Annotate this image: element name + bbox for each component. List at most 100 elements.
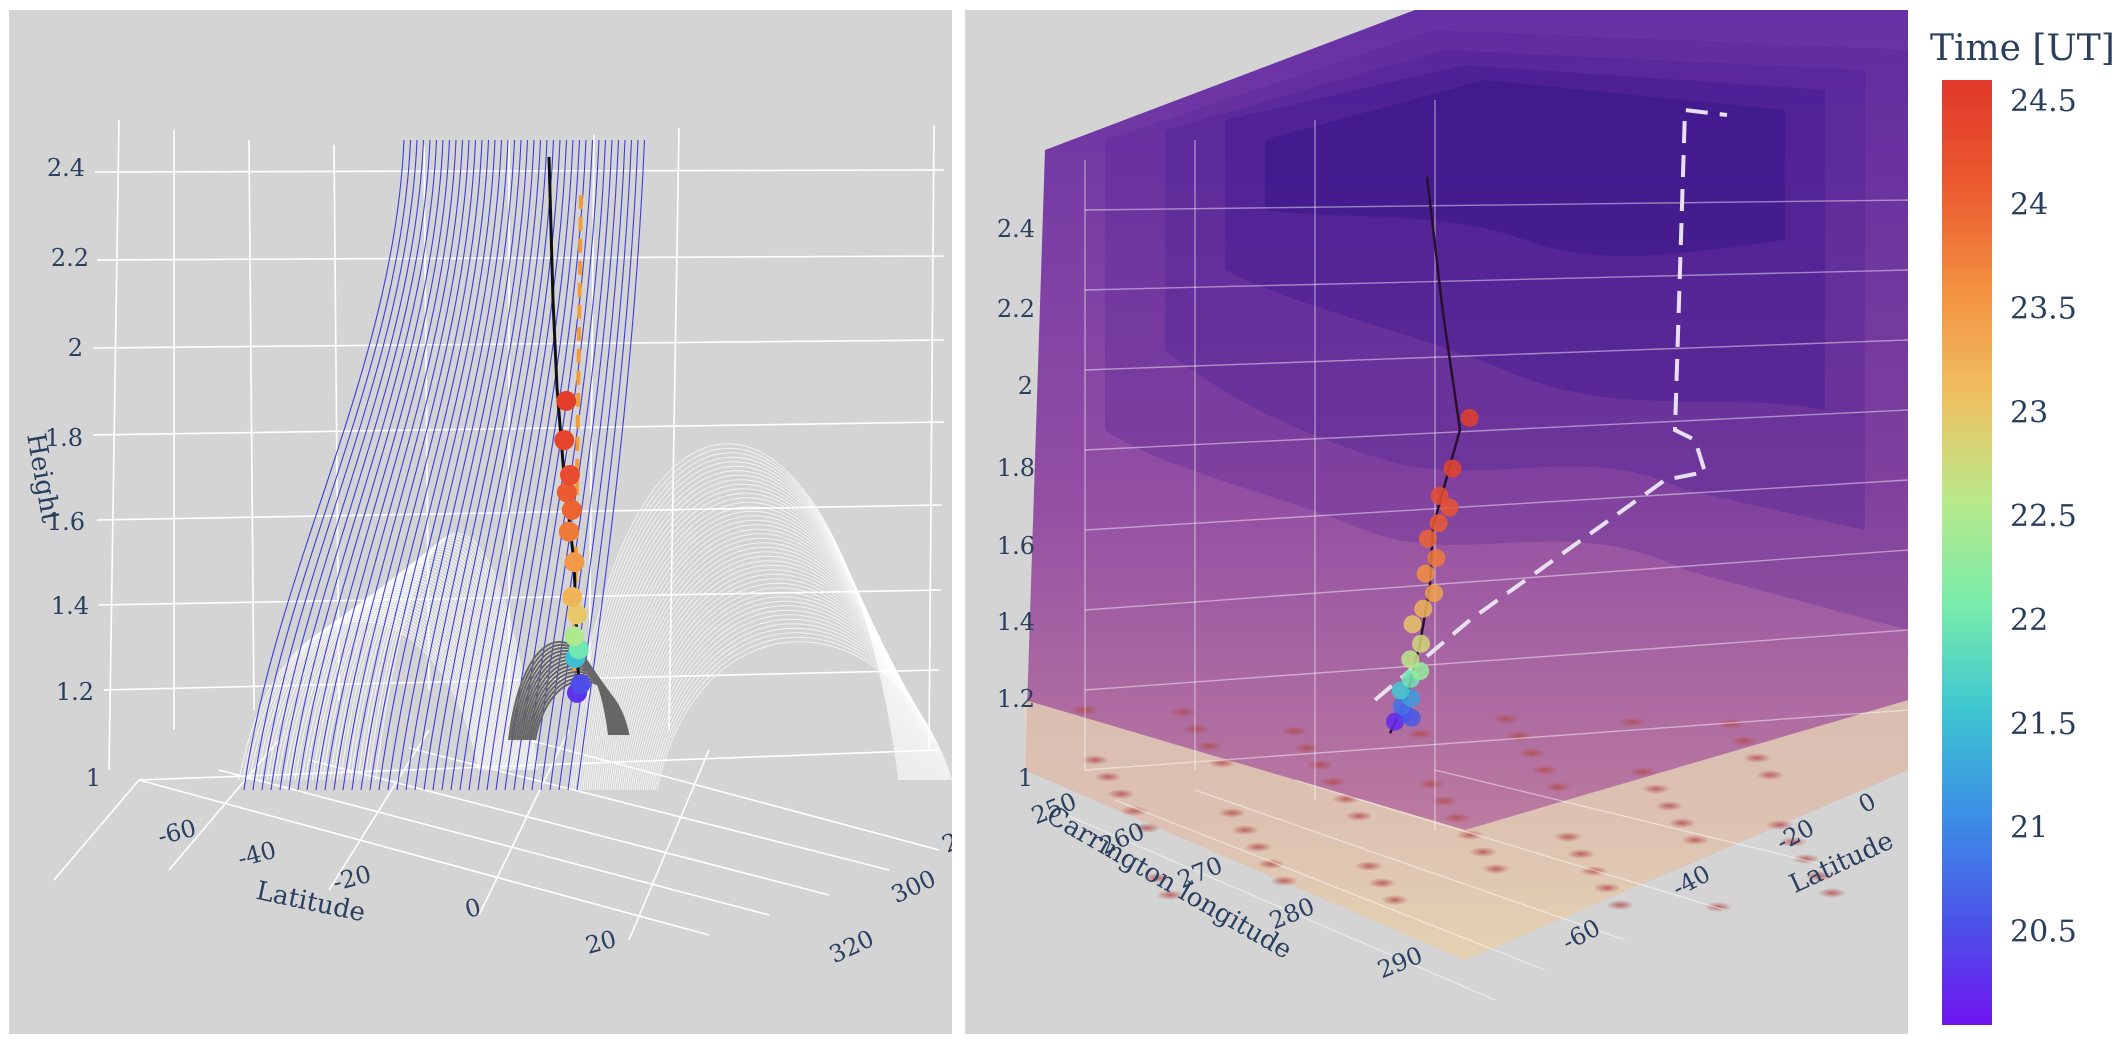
grid-line (328, 729, 430, 891)
open-field-line (459, 139, 561, 791)
open-field-line (342, 139, 477, 791)
z-tick-2: 2 (68, 334, 83, 362)
surface-spot (1231, 825, 1259, 835)
time-point (1460, 408, 1479, 427)
closed-loop (340, 555, 523, 781)
surface-spot (1704, 902, 1732, 912)
time-point (564, 626, 585, 647)
surface-spot (1120, 806, 1148, 816)
surface-spot (1544, 782, 1572, 792)
surface-spot (1792, 854, 1820, 864)
surface-spot (1169, 707, 1197, 717)
colorbar-tick-21: 21 (2010, 811, 2048, 846)
grid-line (528, 739, 940, 851)
volume-layer (1225, 65, 1825, 410)
colorbar-tick-24.5: 24.5 (2010, 84, 2077, 119)
surface-spot (1280, 726, 1308, 736)
surface-spot (1456, 830, 1484, 840)
surface-spot (1593, 883, 1621, 893)
lon-tick-300: 300 (887, 864, 940, 909)
surface-spot (1244, 842, 1272, 852)
surface-spot (1554, 832, 1582, 842)
grid-line (248, 139, 255, 711)
fit-line-dashed (572, 191, 583, 693)
grid-line (1084, 549, 1908, 611)
surface-spot (1071, 705, 1099, 715)
surface-spot (1766, 820, 1794, 830)
surface-spot (1270, 876, 1298, 886)
open-field-line (324, 139, 464, 791)
time-points (554, 390, 591, 703)
time-point (561, 499, 582, 520)
time-point (554, 430, 575, 451)
right-height-ticks: 1 1.2 1.4 1.6 1.8 2 2.2 2.4 (997, 215, 1035, 792)
lat-tick-20: 20 (583, 925, 620, 960)
open-field-line (315, 139, 457, 791)
surface-spot (1482, 864, 1510, 874)
colorbar-tick-24: 24 (2010, 188, 2048, 223)
grid-line (98, 589, 942, 606)
surface-spot (1443, 813, 1471, 823)
closed-loop (242, 618, 481, 781)
rz-tick-1.6: 1.6 (997, 532, 1035, 560)
left-latitude-ticks: -60 -40 -20 0 20 (155, 814, 620, 960)
surface-spot (1133, 823, 1161, 833)
rz-tick-1.2: 1.2 (997, 685, 1035, 713)
open-field-line (576, 139, 646, 791)
time-point (558, 521, 579, 542)
closed-loop (287, 589, 501, 781)
surface-spot (1081, 755, 1109, 765)
right-3d-scene[interactable]: 1 1.2 1.4 1.6 1.8 2 2.2 2.4 250 260 270 … (965, 10, 1908, 1034)
open-field-line (405, 139, 522, 791)
surface-spot (1195, 741, 1223, 751)
surface-spot (1655, 801, 1683, 811)
grid-line (138, 779, 710, 936)
surface-spot (1218, 808, 1246, 818)
left-3d-scene[interactable]: 1 1.2 1.4 1.6 1.8 2 2.2 2.4 Height -60 -… (9, 10, 952, 1034)
colorbar-tick-23.5: 23.5 (2010, 291, 2077, 326)
grid-line (668, 127, 680, 731)
colorbar-tick-21.5: 21.5 (2010, 707, 2077, 742)
rz-tick-2.2: 2.2 (997, 295, 1035, 323)
surface-spot (1567, 849, 1595, 859)
surface-spot (1094, 772, 1122, 782)
lon-tick-partial: 2 (938, 827, 952, 859)
colorbar-gradient (1942, 80, 1992, 1025)
surface-spot (1345, 811, 1373, 821)
colorbar-ticks: 24.5 24 23.5 23 22.5 22 21.5 21 20.5 (2010, 84, 2077, 950)
time-point (560, 465, 580, 485)
closed-loop (249, 614, 484, 781)
colorbar-tick-22.5: 22.5 (2010, 499, 2077, 534)
colorbar-tick-23: 23 (2010, 395, 2048, 430)
grid-line (168, 739, 280, 871)
grid-line (1054, 809, 1496, 1001)
closed-loop (343, 553, 525, 781)
z-tick-1.6: 1.6 (47, 508, 85, 536)
open-field-line (450, 139, 555, 791)
z-tick-1.8: 1.8 (45, 424, 83, 452)
volume-layer (1105, 30, 1908, 630)
surface-spot (1430, 796, 1458, 806)
grid-line (92, 339, 945, 349)
open-field-line (261, 139, 418, 791)
volume-layer (1165, 50, 1865, 530)
surface-spot (1818, 888, 1846, 898)
time-points-right (1386, 408, 1479, 731)
grid-line (628, 749, 710, 941)
surface-spot (1779, 837, 1807, 847)
left-height-ticks: 1 1.2 1.4 1.6 1.8 2 2.2 2.4 (45, 154, 101, 792)
colorbar: Time [UT] 24.5 24 23.5 23 22.5 22 21.5 21 20.5 (1930, 10, 2124, 1040)
surface-spot (1492, 714, 1520, 724)
rlat-tick-neg60: -60 (1558, 914, 1605, 957)
surface-spot (1606, 900, 1634, 910)
surface-spot (1717, 719, 1745, 729)
surface-spot (1668, 818, 1696, 828)
lon-tick-320: 320 (825, 924, 878, 969)
grid-line (1084, 199, 1908, 211)
surface-spot (1743, 753, 1771, 763)
surface-spot (1417, 779, 1445, 789)
surface-spot (1368, 878, 1396, 888)
surface-spot (1805, 871, 1833, 881)
rz-tick-2.4: 2.4 (997, 215, 1035, 243)
closed-loop (364, 539, 534, 781)
